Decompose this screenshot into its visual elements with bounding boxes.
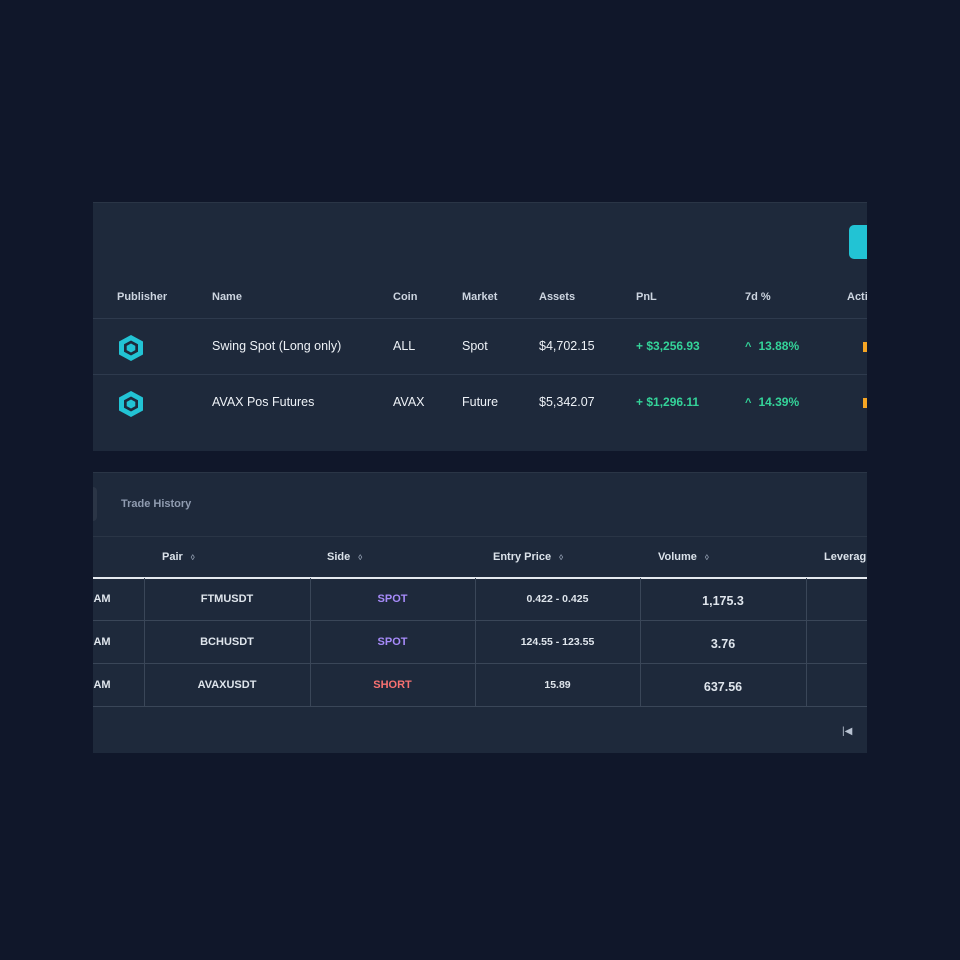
bot-name: AVAX Pos Futures — [212, 395, 315, 409]
bot-coin: ALL — [393, 339, 416, 353]
col-publisher[interactable]: Publisher — [117, 291, 168, 303]
bot-7d-value: 14.39% — [758, 395, 800, 409]
bot-market: Spot — [462, 339, 488, 353]
hexagon-cube-icon — [119, 391, 143, 417]
trade-volume: 637.56 — [703, 680, 743, 694]
sort-icon[interactable]: ◊ — [704, 553, 709, 562]
arrow-up-icon: ^ — [745, 397, 752, 409]
col-pnl[interactable]: PnL — [636, 291, 657, 303]
tab-trade-history[interactable]: Trade History — [121, 498, 192, 510]
bot-row[interactable]: Swing Spot (Long only) ALL Spot $4,702.1… — [93, 318, 867, 375]
action-button[interactable] — [863, 342, 867, 352]
first-page-icon[interactable]: |◀ — [842, 726, 853, 737]
trade-pair: FTMUSDT — [200, 593, 254, 605]
col-coin[interactable]: Coin — [393, 291, 418, 303]
sort-icon[interactable]: ◊ — [190, 553, 195, 562]
col-7d-change[interactable]: 7d % — [745, 291, 771, 303]
trade-pair: AVAXUSDT — [197, 679, 257, 691]
trade-pair: BCHUSDT — [200, 636, 254, 648]
sort-icon[interactable]: ◊ — [358, 553, 363, 562]
trade-side: SPOT — [377, 636, 408, 648]
trade-time: AM — [93, 679, 111, 691]
bot-market: Future — [462, 395, 499, 409]
bot-coin: AVAX — [393, 395, 425, 409]
col-side[interactable]: Side ◊ — [327, 551, 363, 563]
trade-entry-price: 0.422 - 0.425 — [526, 593, 589, 605]
trade-entry-price: 15.89 — [544, 679, 571, 691]
col-volume[interactable]: Volume ◊ — [658, 551, 709, 563]
trade-side: SPOT — [377, 593, 408, 605]
trade-row[interactable]: AM FTMUSDT SPOT 0.422 - 0.425 1,175.3 — [93, 578, 867, 621]
bot-pnl: + $1,296.11 — [636, 395, 700, 409]
arrow-up-icon: ^ — [745, 341, 752, 353]
history-table-header: Pair ◊ Side ◊ Entry Price ◊ Volume ◊ Leverag — [93, 536, 867, 579]
trade-volume: 3.76 — [710, 637, 736, 651]
trade-row[interactable]: AM BCHUSDT SPOT 124.55 - 123.55 3.76 — [93, 621, 867, 664]
hexagon-cube-icon — [119, 335, 143, 361]
trade-side: SHORT — [373, 679, 412, 691]
bot-name: Swing Spot (Long only) — [212, 339, 342, 353]
create-bot-button[interactable] — [849, 225, 867, 259]
bot-pnl: + $3,256.93 — [636, 339, 700, 353]
col-assets[interactable]: Assets — [539, 291, 576, 303]
bot-row[interactable]: AVAX Pos Futures AVAX Future $5,342.07 +… — [93, 374, 867, 431]
col-market[interactable]: Market — [462, 291, 498, 303]
bot-assets: $5,342.07 — [539, 395, 595, 409]
bot-7d-change: ^ 13.88% — [745, 339, 799, 353]
bot-assets: $4,702.15 — [539, 339, 595, 353]
bot-7d-value: 13.88% — [758, 339, 800, 353]
bots-panel: Publisher Name Coin Market Assets PnL 7d… — [93, 202, 867, 451]
tab-previous[interactable] — [93, 487, 97, 521]
col-entry-price[interactable]: Entry Price ◊ — [493, 551, 564, 563]
sort-icon[interactable]: ◊ — [559, 553, 564, 562]
action-button[interactable] — [863, 398, 867, 408]
trade-volume: 1,175.3 — [702, 594, 744, 608]
trade-time: AM — [93, 636, 111, 648]
col-action: Acti — [847, 291, 867, 303]
trade-row[interactable]: AM AVAXUSDT SHORT 15.89 637.56 — [93, 664, 867, 707]
col-name[interactable]: Name — [212, 291, 242, 303]
trade-history-panel: Trade History Pair ◊ Side ◊ Entry Price ◊ V… — [93, 472, 867, 753]
trade-entry-price: 124.55 - 123.55 — [520, 636, 595, 648]
bot-7d-change: ^ 14.39% — [745, 395, 799, 409]
col-pair[interactable]: Pair ◊ — [162, 551, 195, 563]
trade-time: AM — [93, 593, 111, 605]
col-leverage[interactable]: Leverag — [824, 551, 867, 563]
